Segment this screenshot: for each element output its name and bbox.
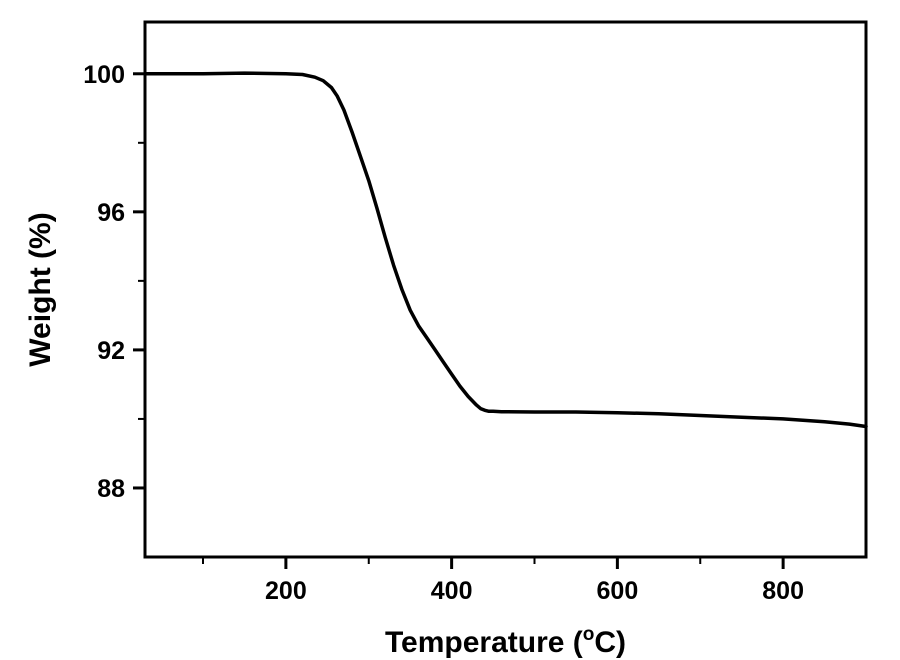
x-tick-label: 400 — [431, 577, 473, 605]
data-series — [143, 71, 868, 429]
x-tick-label: 200 — [265, 577, 307, 605]
y-tick-label: 100 — [83, 61, 125, 89]
y-tick-label: 96 — [97, 199, 125, 227]
plot-frame — [143, 20, 868, 559]
x-axis-title: Temperature (oC) — [385, 624, 626, 659]
x-axis-title-main: Temperature ( — [385, 626, 583, 659]
x-tick-label: 800 — [762, 577, 804, 605]
y-tick-label: 88 — [97, 475, 125, 503]
x-axis-title-unit: C) — [594, 626, 626, 659]
y-axis-title: Weight (%) — [24, 212, 57, 366]
tick-labels: 200 400 600 800 88 92 96 100 — [83, 61, 804, 605]
x-axis-title-superscript: o — [583, 624, 595, 645]
x-tick-label: 600 — [597, 577, 639, 605]
weight-loss-curve — [143, 71, 868, 429]
y-tick-label: 92 — [97, 337, 125, 365]
axis-ticks — [133, 72, 785, 569]
